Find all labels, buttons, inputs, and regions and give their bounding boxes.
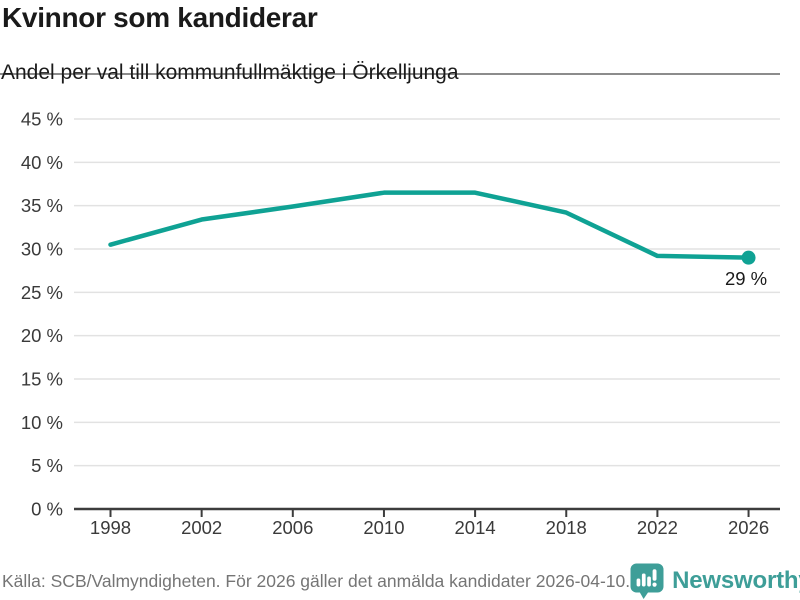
chart-subtitle: Andel per val till kommunfullmäktige i Ö… xyxy=(1,61,459,84)
y-axis-label: 45 % xyxy=(21,108,63,129)
y-axis-label: 30 % xyxy=(21,238,63,259)
x-axis-label: 2018 xyxy=(546,517,587,538)
y-axis-label: 40 % xyxy=(21,152,63,173)
x-axis-label: 1998 xyxy=(90,517,131,538)
source-note: Källa: SCB/Valmyndigheten. För 2026 gäll… xyxy=(2,570,631,591)
y-axis-label: 15 % xyxy=(21,368,63,389)
footer: Källa: SCB/Valmyndigheten. För 2026 gäll… xyxy=(2,562,800,600)
y-axis-label: 10 % xyxy=(21,412,63,433)
page-title: Kvinnor som kandiderar xyxy=(2,2,318,33)
x-axis-label: 2006 xyxy=(272,517,313,538)
x-axis-label: 2014 xyxy=(455,517,496,538)
x-axis-label: 2002 xyxy=(181,517,222,538)
x-axis-label: 2026 xyxy=(728,517,769,538)
y-axis-label: 0 % xyxy=(31,499,63,520)
end-value-label: 29 % xyxy=(725,268,767,289)
y-axis-label: 5 % xyxy=(31,455,63,476)
newsworthy-logo: Newsworthy xyxy=(630,563,800,599)
newsworthy-logo-text: Newsworthy xyxy=(672,567,800,594)
x-axis-label: 2022 xyxy=(637,517,678,538)
newsworthy-logo-icon xyxy=(630,563,664,599)
header-divider xyxy=(0,73,780,75)
x-axis-label: 2010 xyxy=(363,517,404,538)
y-axis-label: 20 % xyxy=(21,325,63,346)
y-axis-label: 35 % xyxy=(21,195,63,216)
data-line xyxy=(108,190,751,260)
y-axis-label: 25 % xyxy=(21,282,63,303)
data-point-2026 xyxy=(741,250,756,265)
